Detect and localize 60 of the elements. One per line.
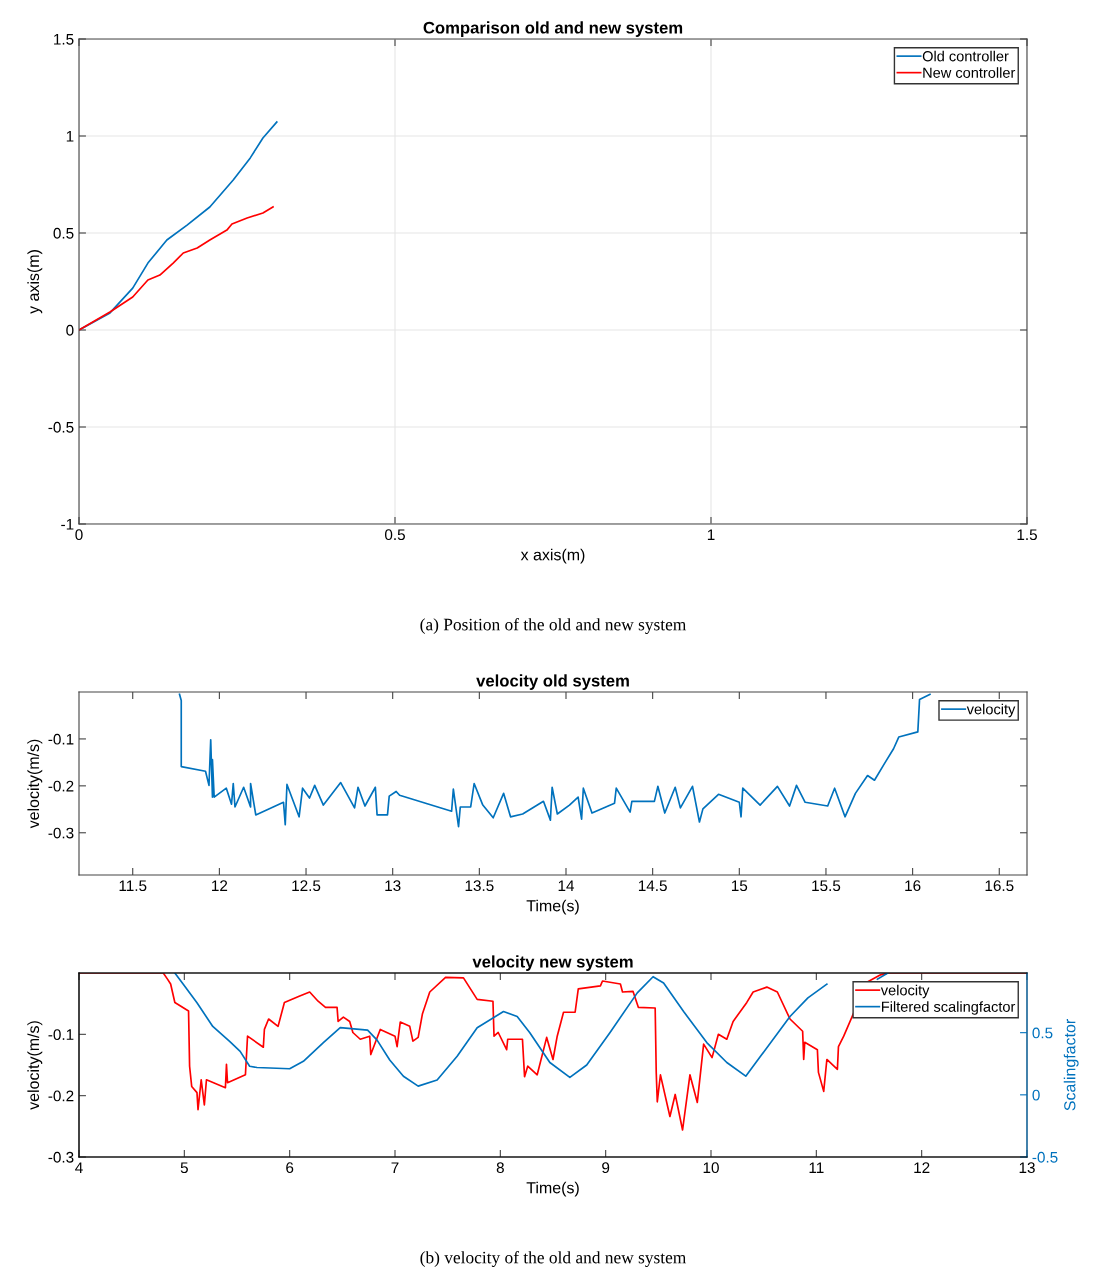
x-tick-label: 15.5 [812,880,841,892]
line-series [79,206,274,331]
legend-label: New controller [923,67,1016,78]
y-tick-label: -0.2 [48,1090,74,1102]
x-axis-title: Time(s) [526,899,579,915]
x-tick-label: 15 [731,880,748,892]
y-tick-label: 0.5 [53,227,74,239]
y2-tick-label: -0.5 [1032,1151,1058,1163]
text: (b) velocity of the old and new system [420,1251,687,1267]
x-tick-label: 8 [496,1162,504,1174]
y-tick-label: -1 [61,519,74,530]
y2-tick-label: 0.5 [1032,1027,1053,1039]
y-tick-label: -0.1 [48,733,74,745]
y-tick-label: -0.3 [48,1151,74,1163]
chart-title: velocity old system [476,674,629,690]
x-tick-label: 12 [212,880,228,891]
x-tick-label: 14 [558,880,575,891]
x-tick-label: 16 [905,880,921,892]
x-tick-label: 11.5 [119,880,147,892]
line-series [178,693,931,828]
x-tick-label: 11 [809,1162,824,1173]
line-series [79,121,278,331]
x-tick-label: 16.5 [985,880,1014,892]
x-tick-label: 14.5 [638,880,667,892]
y-axis-title: velocity(m/s) [27,739,43,829]
y-axis-title: velocity(m/s) [27,1021,43,1110]
y-tick-label: -0.3 [48,827,74,839]
y-tick-label: 0 [66,324,74,336]
x-tick-label: 12.5 [292,880,321,892]
y-tick-label: 1.5 [54,34,74,45]
x-tick-label: 0.5 [384,529,405,541]
x-axis-title: Time(s) [526,1181,579,1197]
x-axis-title: x axis(m) [520,548,585,564]
x-tick-label: 5 [180,1162,188,1174]
x-tick-label: 0 [75,529,83,541]
x-tick-label: 12 [914,1162,930,1173]
y-axis-title: y axis(m) [27,250,43,314]
chart-title: velocity new system [472,955,633,971]
x-tick-label: 6 [286,1162,294,1174]
x-tick-label: 1.5 [1017,529,1037,541]
x-tick-label: 1 [707,529,715,540]
y-tick-label: -0.1 [48,1029,74,1041]
y-tick-label: -0.5 [48,421,74,433]
x-tick-label: 13 [385,880,401,892]
x-tick-label: 4 [75,1162,83,1173]
legend-label: velocity [966,703,1016,718]
x-tick-label: 13 [1019,1162,1035,1174]
y-tick-label: -0.2 [48,780,74,792]
legend-label: Filtered scalingfactor [881,1001,1016,1015]
chart-title: Comparison old and new system [423,21,683,37]
text: (a) Position of the old and new system [420,618,687,634]
y2-axis-title: Scalingfactor [1063,1019,1079,1111]
x-tick-label: 10 [703,1162,719,1174]
legend-label: Old controller [922,50,1009,62]
y2-tick-label: 0 [1032,1089,1040,1101]
legend-label: velocity [880,984,930,999]
x-tick-label: 7 [391,1162,399,1173]
x-tick-label: 13.5 [465,880,494,892]
y-tick-label: 1 [66,131,74,142]
x-tick-label: 9 [602,1162,610,1174]
